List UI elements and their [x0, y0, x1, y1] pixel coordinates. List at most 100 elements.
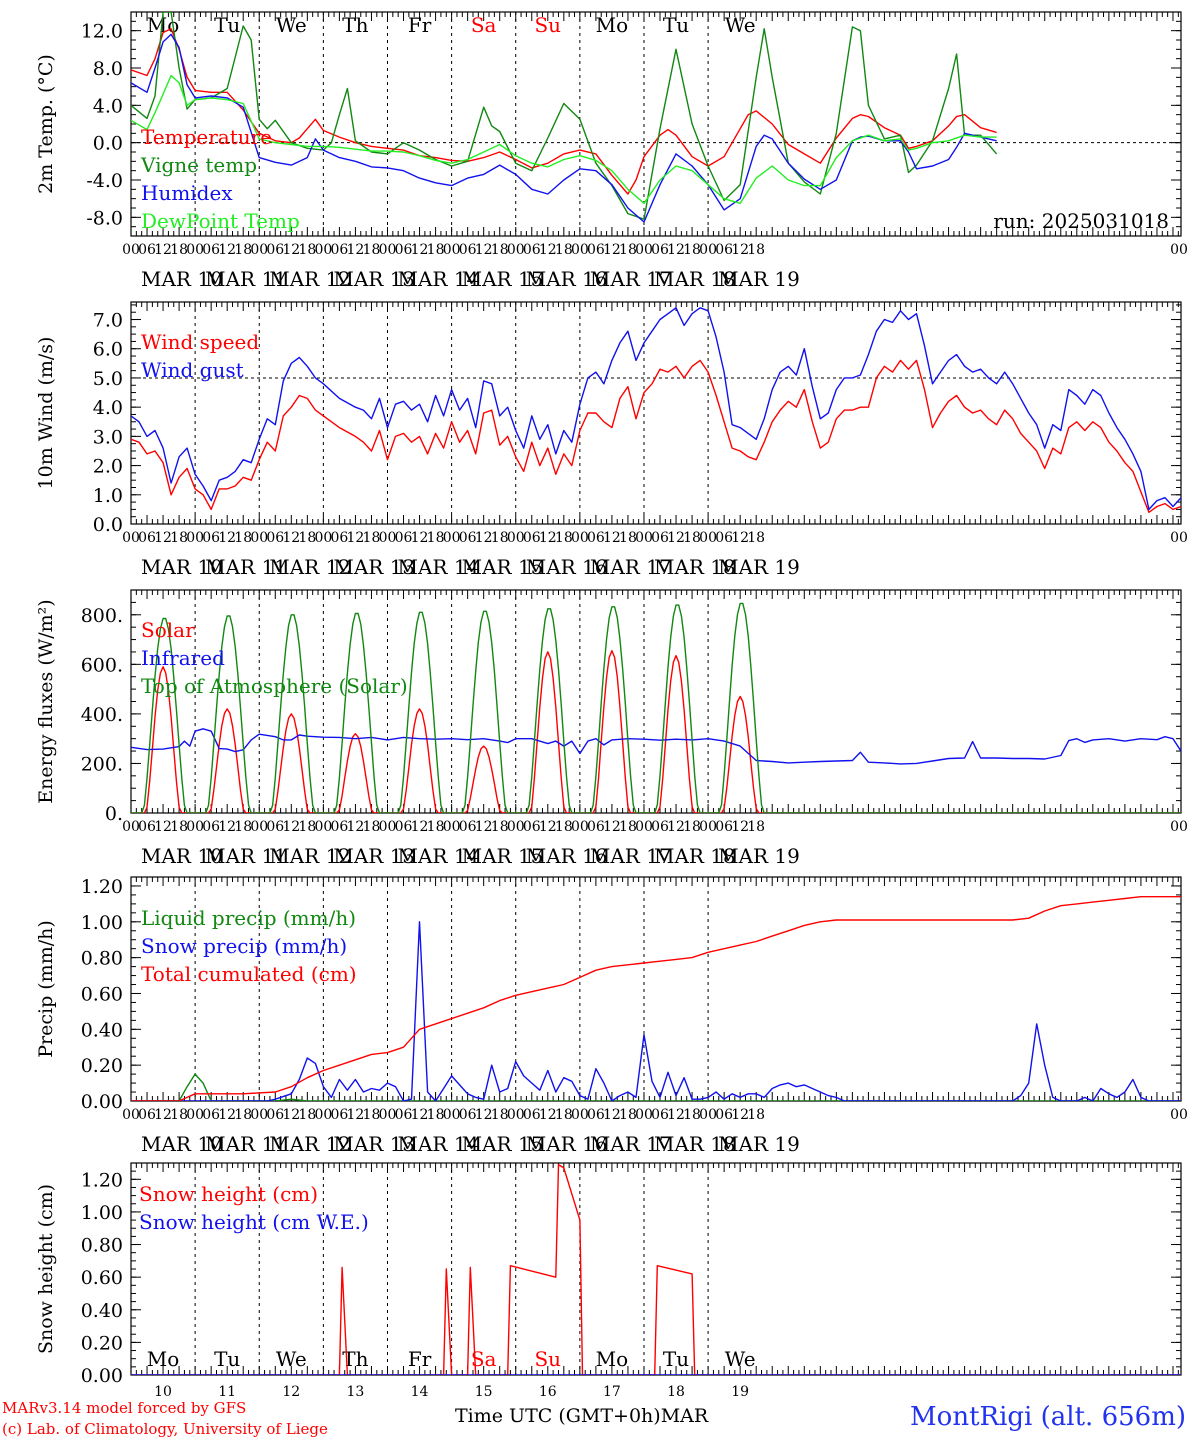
day-name-label: Sa [471, 13, 497, 37]
hour-tick-label: 12 [282, 530, 300, 546]
panel-temperature: -8.0-4.00.04.08.012.02m Temp. (°C)000612… [35, 11, 1188, 291]
hour-tick-label: 06 [202, 1107, 220, 1123]
hour-tick-label: 06 [587, 530, 605, 546]
day-number-label: 11 [218, 1384, 236, 1400]
date-label: MAR 14 [397, 555, 479, 579]
hour-tick-label: 18 [363, 819, 381, 835]
y-axis-label: 2m Temp. (°C) [35, 54, 57, 194]
hour-tick-label: 12 [603, 1107, 621, 1123]
y-tick-label: 0.40 [81, 1300, 123, 1322]
date-label: MAR 17 [590, 555, 672, 579]
day-number-label: 17 [603, 1384, 621, 1400]
day-name-label: Th [342, 13, 368, 37]
hour-tick-label: 18 [555, 530, 573, 546]
y-tick-label: 0.80 [81, 1235, 123, 1257]
hour-tick-label: 12 [475, 1107, 493, 1123]
hour-tick-label: 18 [747, 530, 765, 546]
hour-tick-label: 00 [507, 819, 525, 835]
y-tick-label: -8.0 [86, 207, 123, 229]
hour-tick-label: 06 [651, 530, 669, 546]
hour-tick-label: 12 [154, 242, 172, 258]
hour-tick-label: 00 [314, 242, 332, 258]
date-label: MAR 11 [205, 1132, 287, 1156]
date-label: MAR 16 [526, 844, 608, 868]
hour-tick-label: 18 [619, 242, 637, 258]
hour-tick-label: 06 [715, 242, 733, 258]
hour-tick-label: 12 [731, 242, 749, 258]
hour-tick-label: 18 [170, 819, 188, 835]
panel-precip: 0.00 0.20 0.40 0.60 0.80 1.00 1.20 Precip (mm/h… [35, 876, 1188, 1156]
hour-tick-label: 06 [523, 819, 541, 835]
series-line-solar [131, 650, 1181, 813]
date-label: MAR 13 [333, 555, 415, 579]
hour-tick-label: 06 [330, 242, 348, 258]
y-tick-label: 8.0 [93, 58, 123, 80]
meteogram-chart: -8.0-4.00.04.08.012.02m Temp. (°C)000612… [35, 11, 1188, 1400]
hour-tick-label: 00 [379, 819, 397, 835]
legend-entry: Vigne temp [140, 153, 257, 177]
series-line-top-of-atmosphere-solar- [131, 602, 1181, 813]
y-tick-label: 0.40 [81, 1019, 123, 1041]
hour-tick-label: 00 [122, 1107, 140, 1123]
hour-tick-label: 18 [619, 1107, 637, 1123]
date-label: MAR 13 [333, 267, 415, 291]
hour-tick-label: 18 [298, 819, 316, 835]
y-axis-label: Energy fluxes (W/m²) [35, 599, 57, 803]
hour-tick-label: 12 [731, 819, 749, 835]
y-tick-label: 0.80 [81, 948, 123, 970]
hour-tick-label: 00 [635, 530, 653, 546]
time-axis-title: Time UTC (GMT+0h)MAR [455, 1405, 708, 1427]
y-tick-label: 0.20 [81, 1055, 123, 1077]
hour-tick-label: 00 [635, 819, 653, 835]
hour-tick-label: 00 [699, 530, 717, 546]
day-name-label: Tu [663, 13, 689, 37]
hour-tick-label: 06 [715, 1107, 733, 1123]
hour-tick-label: 12 [347, 1107, 365, 1123]
series-line-temperature [131, 28, 997, 195]
date-label: MAR 15 [462, 267, 544, 291]
day-name-label: Su [534, 1347, 561, 1371]
hour-tick-label: 12 [347, 819, 365, 835]
y-tick-label: 1.0 [93, 485, 123, 507]
hour-tick-label: 12 [282, 819, 300, 835]
hour-tick-label: 00 [379, 530, 397, 546]
y-tick-label: 4.0 [93, 397, 123, 419]
y-tick-label: -4.0 [86, 170, 123, 192]
hour-tick-label: 18 [234, 242, 252, 258]
hour-tick-label: 06 [395, 819, 413, 835]
date-label: MAR 15 [462, 1132, 544, 1156]
date-label: MAR 12 [269, 267, 351, 291]
date-label: MAR 19 [718, 1132, 800, 1156]
hour-tick-label: 18 [683, 242, 701, 258]
y-tick-label: 5.0 [93, 368, 123, 390]
hour-tick-label: 12 [667, 530, 685, 546]
date-label: MAR 19 [718, 844, 800, 868]
hour-tick-label: 06 [395, 530, 413, 546]
date-label: MAR 18 [654, 1132, 736, 1156]
hour-tick-label: 00 [571, 242, 589, 258]
hour-tick-label: 00 [186, 819, 204, 835]
hour-tick-label: 00 [379, 242, 397, 258]
y-tick-label: 0.0 [93, 514, 123, 536]
date-label: MAR 11 [205, 844, 287, 868]
date-label: MAR 11 [205, 267, 287, 291]
legend-entry: Liquid precip (mm/h) [141, 906, 356, 930]
hour-tick-label: 06 [138, 1107, 156, 1123]
y-tick-label: 0. [105, 803, 123, 825]
day-number-label: 18 [667, 1384, 685, 1400]
hour-tick-label: 18 [298, 530, 316, 546]
legend-entry: Snow height (cm W.E.) [139, 1210, 369, 1234]
series-line-wind-gust [131, 307, 1181, 511]
day-number-label: 14 [411, 1384, 429, 1400]
hour-tick-label: 12 [218, 242, 236, 258]
hour-tick-label: 12 [154, 819, 172, 835]
date-label: MAR 15 [462, 555, 544, 579]
hour-tick-label: 12 [154, 530, 172, 546]
y-tick-label: 200. [81, 753, 123, 775]
hour-tick-label: 18 [427, 819, 445, 835]
hour-tick-label: 18 [747, 1107, 765, 1123]
date-label: MAR 17 [590, 267, 672, 291]
hour-tick-label: 12 [667, 242, 685, 258]
hour-tick-label: 06 [395, 242, 413, 258]
hour-tick-label: 12 [603, 242, 621, 258]
